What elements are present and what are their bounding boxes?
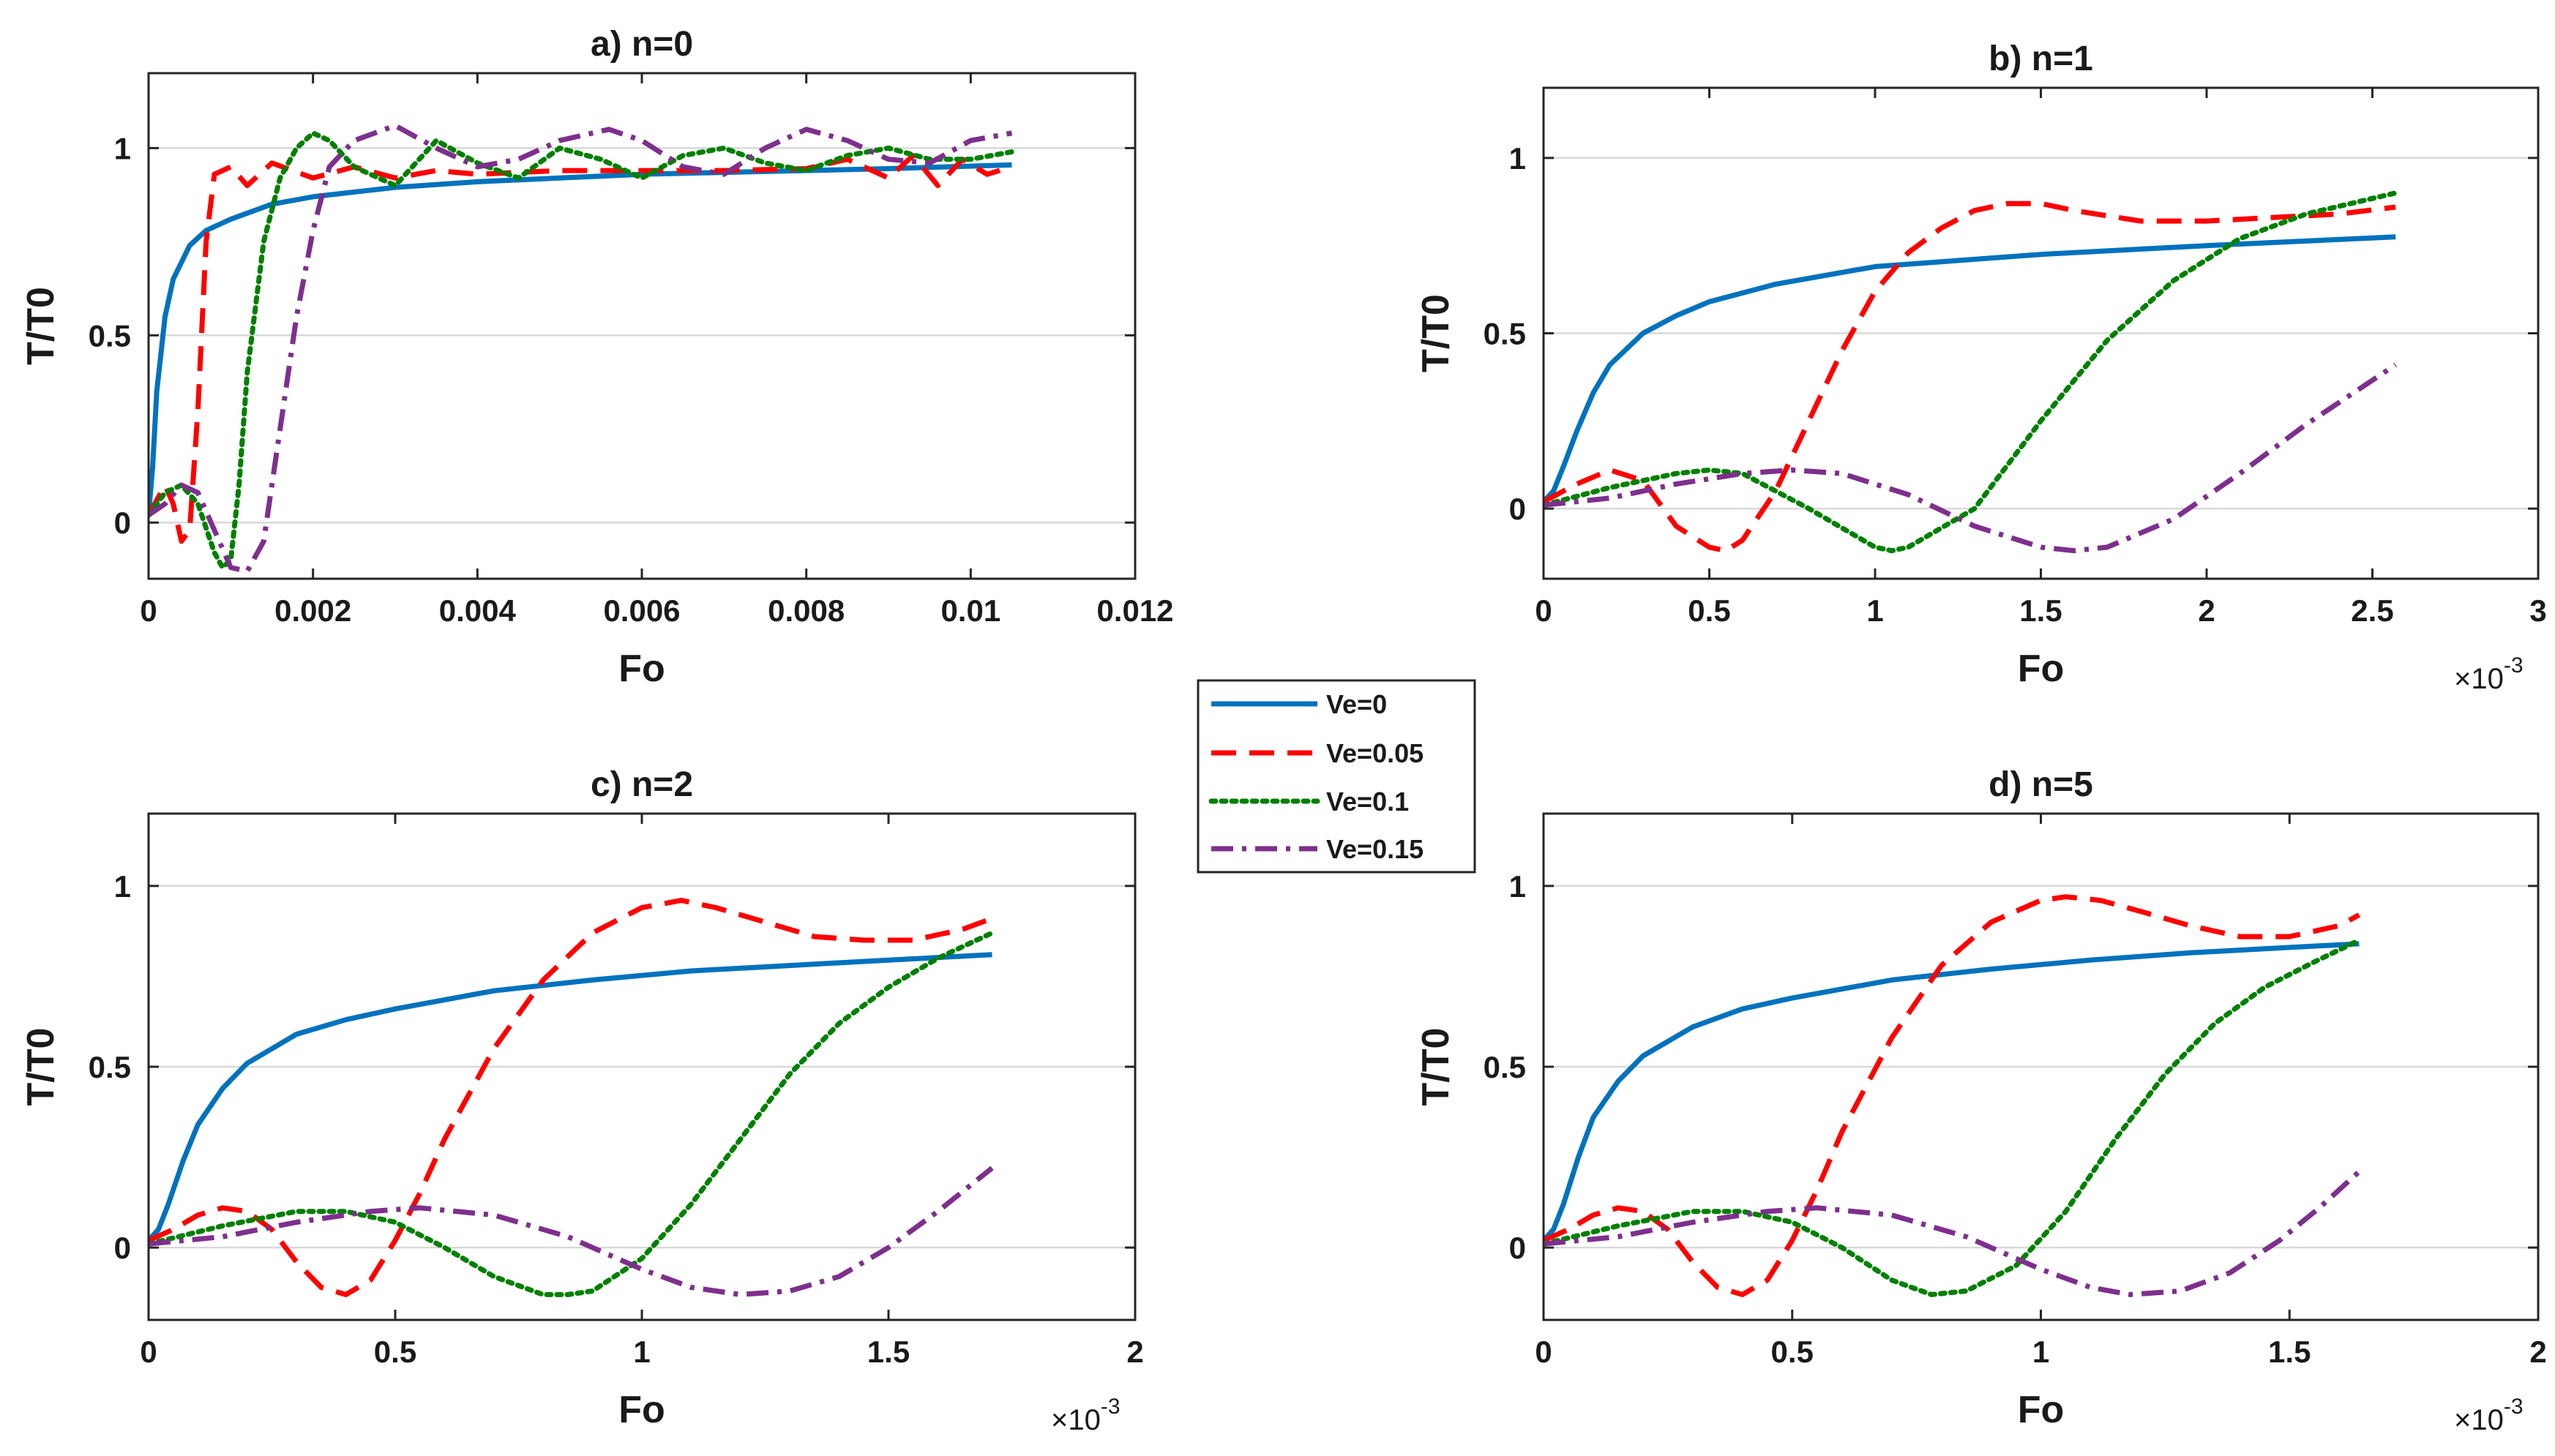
x-tick-label: 3 xyxy=(2529,593,2546,628)
x-tick-label: 2 xyxy=(2198,593,2215,628)
chart-title: b) n=1 xyxy=(1989,40,2093,78)
x-exponent-label: ×10-3 xyxy=(1051,1395,1121,1436)
x-axis-label: Fo xyxy=(618,648,665,690)
x-tick-label: 1.5 xyxy=(2268,1335,2311,1369)
legend-label-ve01: Ve=0.1 xyxy=(1326,787,1409,817)
chart-title: d) n=5 xyxy=(1989,765,2093,804)
chart-panel-2: 0 0.5 1 1.5 2 2.5 3 0 0.5 1 b) n=1 Fo T/T0 ×10-3 xyxy=(1415,40,2547,695)
series-line-ve-0 xyxy=(149,952,992,1242)
y-axis-label: T/T0 xyxy=(20,1028,62,1106)
y-tick-label: 1 xyxy=(114,131,131,165)
x-tick-label: 0 xyxy=(140,593,157,628)
y-axis-label: T/T0 xyxy=(1415,1028,1457,1106)
series-line-ve-0-05 xyxy=(149,153,1013,544)
chart-panel-4: 0 0.5 1 1.5 2 0 0.5 1 d) n=5 Fo T/T0 ×10-3 xyxy=(1415,765,2547,1436)
y-tick-label: 1 xyxy=(114,869,131,904)
series-line-ve-0-1 xyxy=(149,130,1014,571)
x-tick-label: 2 xyxy=(2529,1335,2546,1369)
x-tick-label: 1.5 xyxy=(867,1335,910,1369)
series-line-ve-0-15 xyxy=(149,1166,994,1297)
chart-title: c) n=2 xyxy=(591,765,693,804)
y-tick-label: 1 xyxy=(1509,141,1526,176)
series-line-ve-0 xyxy=(1544,234,2396,504)
x-axis-label: Fo xyxy=(618,1389,665,1431)
y-tick-label: 0 xyxy=(114,506,131,540)
x-tick-label: 0.008 xyxy=(768,593,845,628)
x-tick-label: 1.5 xyxy=(2019,593,2062,628)
chart-title: a) n=0 xyxy=(591,25,693,64)
x-tick-label: 0.006 xyxy=(603,593,680,628)
series-line-ve-0-05 xyxy=(1544,200,2396,554)
x-tick-label: 0.004 xyxy=(439,593,517,628)
x-tick-label: 0 xyxy=(140,1335,157,1369)
series-line-ve-0-05 xyxy=(149,898,993,1297)
series-line-ve-0-15 xyxy=(1544,1169,2361,1297)
y-tick-label: 0 xyxy=(1509,1231,1526,1265)
legend-label-ve005: Ve=0.05 xyxy=(1326,738,1424,768)
chart-panel-1: 0 0.002 0.004 0.006 0.008 0.01 0.012 0 0.5 1 a) n=… xyxy=(20,25,1174,690)
x-exponent-label: ×10-3 xyxy=(2454,1395,2524,1436)
x-tick-label: 0 xyxy=(1535,1335,1552,1369)
series-line-ve-0-1 xyxy=(149,930,995,1297)
x-tick-label: 2 xyxy=(1126,1335,1143,1369)
x-tick-label: 0 xyxy=(1535,593,1552,628)
x-tick-label: 1 xyxy=(1866,593,1883,628)
series-line-ve-0-15 xyxy=(149,123,1013,574)
legend: Ve=0 Ve=0.05 Ve=0.1 Ve=0.15 xyxy=(1197,679,1476,874)
x-axis-label: Fo xyxy=(2018,648,2065,690)
y-axis-label: T/T0 xyxy=(20,287,62,365)
x-tick-label: 0.01 xyxy=(940,593,1000,628)
x-exponent-label: ×10-3 xyxy=(2454,653,2524,695)
y-tick-label: 0.5 xyxy=(89,1050,131,1084)
chart-panel-3: 0 0.5 1 1.5 2 0 0.5 1 c) n=2 Fo T/T0 ×10-3 xyxy=(20,765,1144,1436)
series-line-ve-0-1 xyxy=(1544,190,2398,554)
legend-label-ve0: Ve=0 xyxy=(1326,689,1387,719)
x-tick-label: 0.002 xyxy=(274,593,351,628)
x-tick-label: 0.5 xyxy=(1771,1335,1814,1369)
y-tick-label: 1 xyxy=(1509,869,1526,904)
legend-label-ve015: Ve=0.15 xyxy=(1326,834,1424,864)
y-tick-label: 0 xyxy=(1509,492,1526,526)
chart-panels: 0 0.002 0.004 0.006 0.008 0.01 0.012 0 0.5 1 a) n=… xyxy=(20,25,2547,1436)
y-tick-label: 0.5 xyxy=(1484,1050,1526,1084)
x-axis-label: Fo xyxy=(2018,1389,2065,1431)
x-tick-label: 0.5 xyxy=(1688,593,1730,628)
x-tick-label: 1 xyxy=(2032,1335,2049,1369)
series-line-ve-0-05 xyxy=(1544,894,2361,1297)
series-line-ve-0 xyxy=(1544,941,2360,1242)
series-line-ve-0-15 xyxy=(1544,362,2398,554)
y-axis-label: T/T0 xyxy=(1415,294,1457,372)
x-tick-label: 0.012 xyxy=(1096,593,1173,628)
y-tick-label: 0 xyxy=(114,1231,131,1265)
series-line-ve-0-1 xyxy=(1544,937,2362,1297)
x-tick-label: 1 xyxy=(633,1335,650,1369)
legend-box xyxy=(1197,679,1476,874)
x-tick-label: 2.5 xyxy=(2351,593,2393,628)
y-tick-label: 0.5 xyxy=(89,318,131,353)
x-tick-label: 0.5 xyxy=(374,1335,416,1369)
y-tick-label: 0.5 xyxy=(1484,317,1526,351)
